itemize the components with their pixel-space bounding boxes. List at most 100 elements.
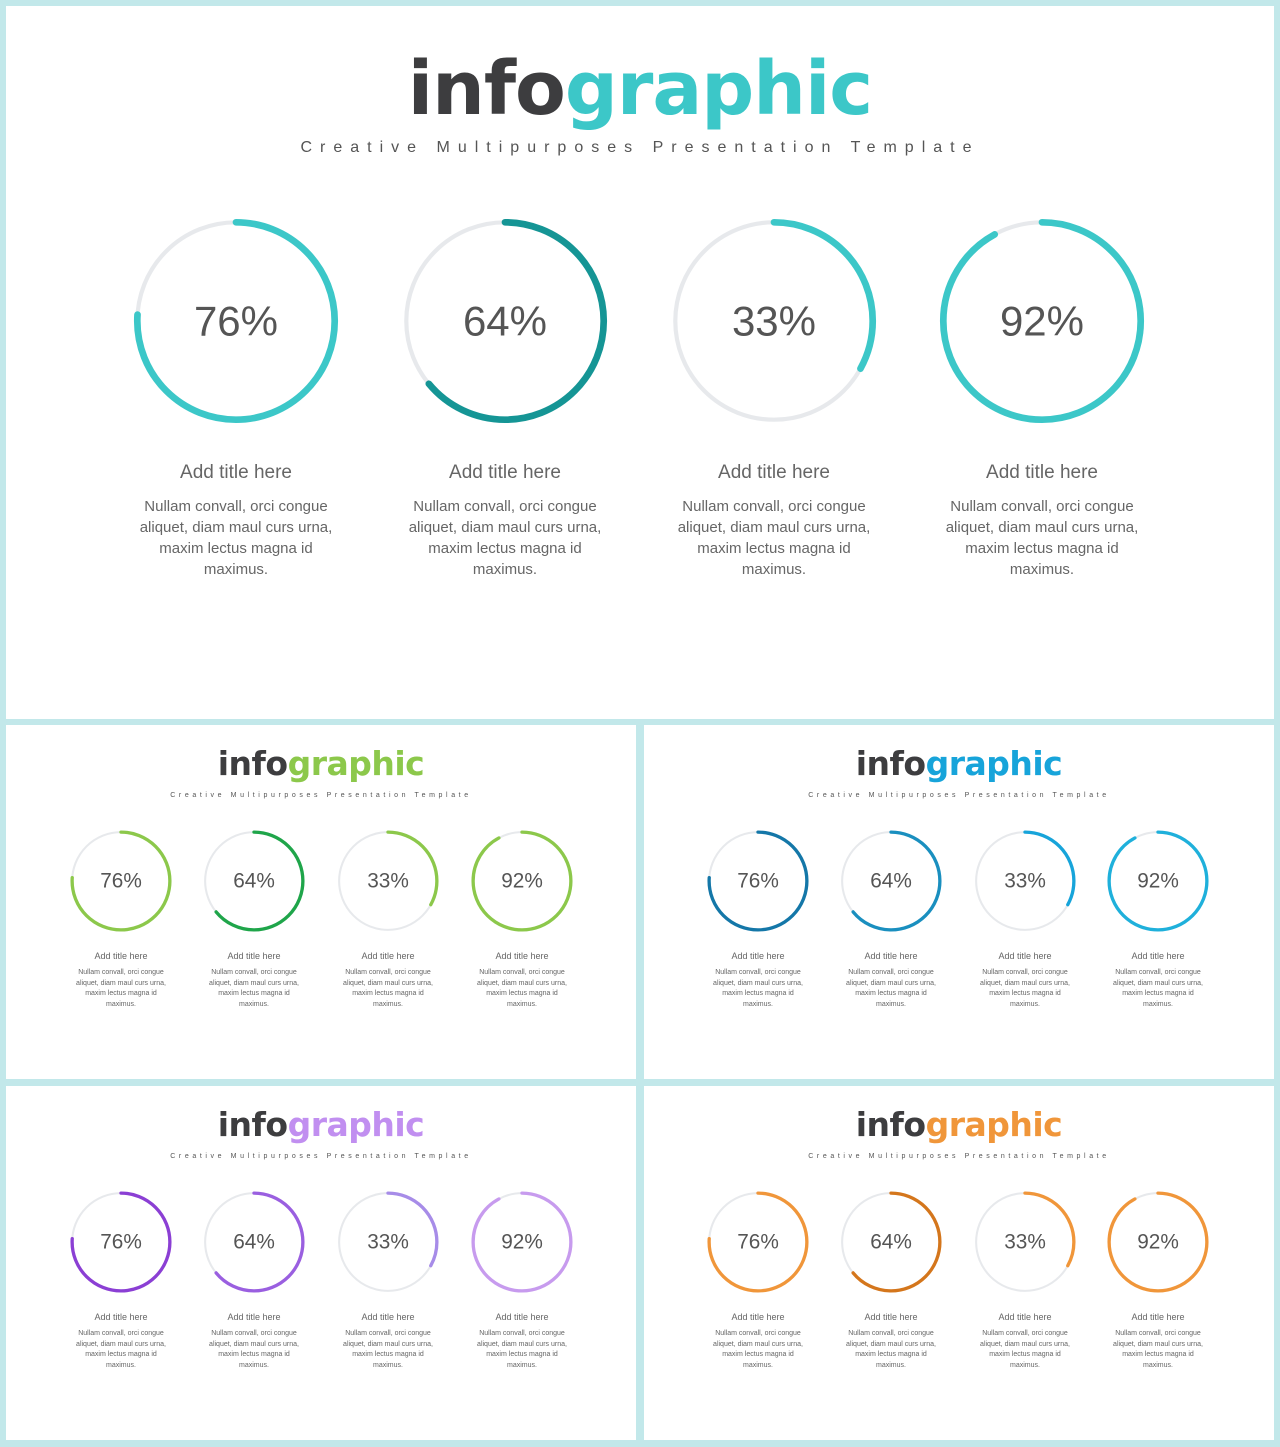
- title-accent-part: graphic: [925, 744, 1063, 783]
- progress-item: 64% Add title here Nullam convall, orci …: [385, 216, 625, 580]
- item-description: Nullam convall, orci congue aliquet, dia…: [477, 969, 567, 1008]
- item-title: Add title here: [495, 1312, 549, 1322]
- item-title: Add title here: [449, 462, 561, 483]
- title-accent-part: graphic: [564, 46, 873, 132]
- percent-label: 92%: [1137, 870, 1179, 893]
- ring-progress-arc: [471, 1191, 573, 1293]
- progress-item: 64% Add title here Nullam convall, orci …: [836, 1190, 946, 1371]
- ring-progress-arc: [707, 1191, 809, 1293]
- ring-progress-arc: [70, 1191, 172, 1293]
- percent-label: 76%: [100, 870, 142, 893]
- ring-progress-arc: [707, 830, 809, 932]
- item-description: Nullam convall, orci congue aliquet, dia…: [477, 1330, 567, 1369]
- slide-main: infographic Creative Multipurposes Prese…: [6, 6, 1274, 719]
- percent-label: 64%: [870, 1231, 912, 1254]
- progress-item: 76% Add title here Nullam convall, orci …: [66, 1190, 176, 1371]
- slide-title: infographic: [6, 747, 636, 780]
- progress-item: 33% Add title here Nullam convall, orci …: [333, 1190, 443, 1371]
- progress-item: 92% Add title here Nullam convall, orci …: [467, 829, 577, 1010]
- item-description: Nullam convall, orci congue aliquet, dia…: [209, 969, 299, 1008]
- progress-item: 92% Add title here Nullam convall, orci …: [1103, 1190, 1213, 1371]
- item-description: Nullam convall, orci congue aliquet, dia…: [846, 969, 936, 1008]
- slide-title: infographic: [644, 747, 1274, 780]
- item-title: Add title here: [227, 1312, 281, 1322]
- ring-progress-arc: [840, 1191, 942, 1293]
- progress-ring: 76%: [70, 1191, 172, 1293]
- ring-progress-arc: [133, 218, 339, 424]
- slide-subtitle: Creative Multipurposes Presentation Temp…: [808, 792, 1110, 799]
- item-description: Nullam convall, orci congue aliquet, dia…: [343, 1330, 433, 1369]
- progress-ring: 76%: [707, 1191, 809, 1293]
- slide-subtitle: Creative Multipurposes Presentation Temp…: [170, 1153, 472, 1160]
- ring-progress-arc: [203, 830, 305, 932]
- item-description: Nullam convall, orci congue aliquet, dia…: [1113, 1330, 1203, 1369]
- title-accent-part: graphic: [287, 1105, 425, 1144]
- percent-label: 76%: [737, 1231, 779, 1254]
- progress-ring: 92%: [471, 830, 573, 932]
- item-description: Nullam convall, orci congue aliquet, dia…: [713, 1330, 803, 1369]
- progress-item: 76% Add title here Nullam convall, orci …: [66, 829, 176, 1010]
- item-title: Add title here: [361, 1312, 415, 1322]
- ring-progress-arc: [337, 1191, 439, 1293]
- item-description: Nullam convall, orci congue aliquet, dia…: [980, 969, 1070, 1008]
- percent-label: 33%: [732, 298, 816, 345]
- title-accent-part: graphic: [925, 1105, 1063, 1144]
- item-title: Add title here: [718, 462, 830, 483]
- percent-label: 33%: [1004, 1231, 1046, 1254]
- progress-ring: 33%: [671, 218, 877, 424]
- progress-ring: 64%: [840, 1191, 942, 1293]
- percent-label: 76%: [737, 870, 779, 893]
- progress-item: 76% Add title here Nullam convall, orci …: [116, 216, 356, 580]
- progress-ring: 33%: [974, 830, 1076, 932]
- item-title: Add title here: [1131, 1312, 1185, 1322]
- progress-item: 64% Add title here Nullam convall, orci …: [836, 829, 946, 1010]
- slide-purple: infographic Creative Multipurposes Prese…: [6, 1086, 636, 1440]
- item-title: Add title here: [731, 1312, 785, 1322]
- progress-item: 33% Add title here Nullam convall, orci …: [333, 829, 443, 1010]
- percent-label: 64%: [870, 870, 912, 893]
- progress-item: 64% Add title here Nullam convall, orci …: [199, 1190, 309, 1371]
- item-description: Nullam convall, orci congue aliquet, dia…: [1113, 969, 1203, 1008]
- progress-ring: 64%: [402, 218, 608, 424]
- progress-ring: 92%: [939, 218, 1145, 424]
- ring-progress-arc: [671, 218, 877, 424]
- progress-ring: 76%: [707, 830, 809, 932]
- percent-label: 64%: [463, 298, 547, 345]
- ring-progress-arc: [1107, 830, 1209, 932]
- item-title: Add title here: [864, 1312, 918, 1322]
- title-accent-part: graphic: [287, 744, 425, 783]
- progress-item: 92% Add title here Nullam convall, orci …: [922, 216, 1162, 580]
- progress-ring: 76%: [133, 218, 339, 424]
- ring-progress-arc: [1107, 1191, 1209, 1293]
- title-dark-part: info: [217, 1105, 288, 1144]
- item-description: Nullam convall, orci congue aliquet, dia…: [945, 498, 1139, 578]
- slide-title: infographic: [644, 1108, 1274, 1141]
- progress-ring: 33%: [974, 1191, 1076, 1293]
- percent-label: 92%: [501, 870, 543, 893]
- slide-blue: infographic Creative Multipurposes Prese…: [644, 725, 1274, 1079]
- item-title: Add title here: [495, 951, 549, 961]
- progress-ring: 92%: [1107, 1191, 1209, 1293]
- item-description: Nullam convall, orci congue aliquet, dia…: [677, 498, 871, 578]
- slide-title: infographic: [6, 52, 1274, 126]
- title-dark-part: info: [217, 744, 288, 783]
- percent-label: 33%: [1004, 870, 1046, 893]
- item-title: Add title here: [998, 951, 1052, 961]
- percent-label: 33%: [367, 1231, 409, 1254]
- slide-green: infographic Creative Multipurposes Prese…: [6, 725, 636, 1079]
- item-description: Nullam convall, orci congue aliquet, dia…: [343, 969, 433, 1008]
- ring-progress-arc: [203, 1191, 305, 1293]
- progress-ring: 33%: [337, 1191, 439, 1293]
- progress-ring: 64%: [840, 830, 942, 932]
- item-title: Add title here: [180, 462, 292, 483]
- percent-label: 64%: [233, 870, 275, 893]
- ring-progress-arc: [337, 830, 439, 932]
- ring-progress-arc: [974, 830, 1076, 932]
- item-description: Nullam convall, orci congue aliquet, dia…: [139, 498, 333, 578]
- progress-ring: 76%: [70, 830, 172, 932]
- percent-label: 33%: [367, 870, 409, 893]
- title-dark-part: info: [407, 46, 566, 132]
- progress-ring: 64%: [203, 1191, 305, 1293]
- item-title: Add title here: [998, 1312, 1052, 1322]
- percent-label: 92%: [1137, 1231, 1179, 1254]
